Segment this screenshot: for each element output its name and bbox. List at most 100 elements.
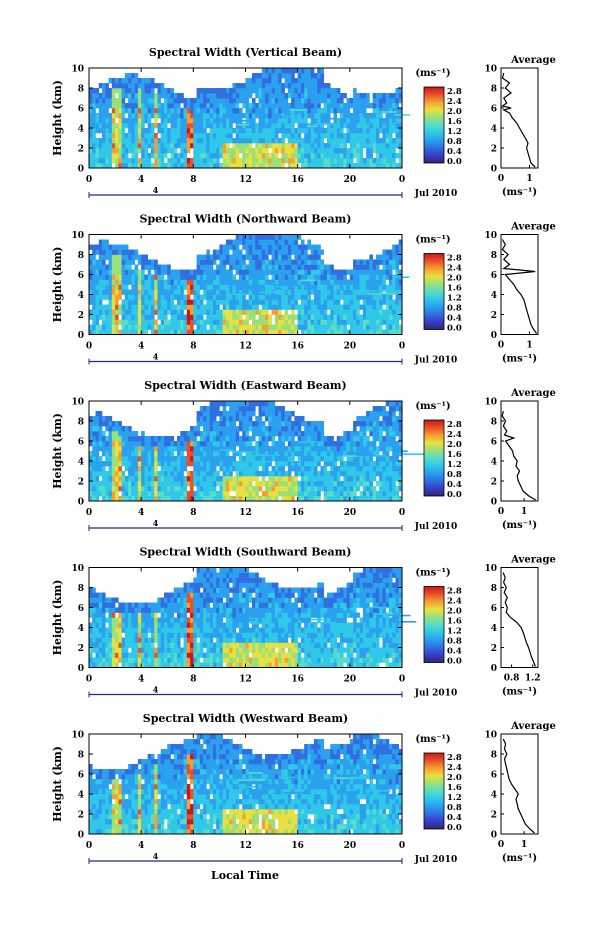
heatmap-cell (147, 319, 152, 325)
heatmap-cell (95, 647, 100, 653)
heatmap-cell (147, 279, 152, 285)
heatmap-cell (385, 264, 390, 270)
heatmap-cell (281, 254, 285, 260)
heatmap-cell (229, 244, 233, 250)
heatmap-cell (372, 421, 377, 427)
heatmap-cell (216, 471, 220, 477)
heatmap-cell (206, 416, 210, 422)
heatmap-cell (313, 324, 318, 330)
heatmap-cell (265, 234, 269, 240)
heatmap-cell (95, 446, 100, 452)
heatmap-cell (196, 411, 201, 417)
heatmap-cell (102, 123, 106, 129)
heatmap-cell (147, 113, 152, 119)
heatmap-cell (238, 406, 243, 412)
heatmap-cell (388, 436, 393, 442)
heatmap-cell (89, 289, 93, 295)
heatmap-cell (349, 289, 354, 295)
heatmap-cell (278, 411, 282, 417)
heatmap-cell (134, 163, 139, 169)
heatmap-cell (323, 153, 328, 159)
x-tick-label: 0 (399, 342, 405, 352)
heatmap-cell (317, 314, 321, 320)
heatmap-cell (199, 93, 204, 99)
heatmap-cell (385, 294, 390, 300)
heatmap-cell (271, 431, 276, 437)
heatmap-cell (170, 481, 175, 487)
heatmap-cell (163, 128, 168, 134)
heatmap-cell (245, 123, 250, 129)
heatmap-cell (382, 299, 386, 305)
heatmap-cell (261, 103, 266, 109)
heatmap-cell (369, 148, 373, 154)
heatmap-cell (327, 451, 331, 457)
heatmap-cell (92, 93, 96, 99)
heatmap-cell (291, 93, 295, 99)
heatmap-cell (268, 314, 272, 320)
heatmap-cell (98, 138, 103, 144)
heatmap-cell (392, 421, 396, 427)
heatmap-cell (144, 259, 148, 265)
heatmap-cell (225, 411, 230, 417)
heatmap-cell (245, 329, 250, 335)
heatmap-cell (92, 421, 96, 427)
heatmap-cell (216, 294, 220, 300)
heatmap-cell (353, 491, 357, 497)
heatmap-cell (238, 309, 243, 315)
heatmap-cell (260, 291, 288, 294)
heatmap-cell (369, 123, 373, 129)
heatmap-cell (382, 269, 386, 275)
heatmap-cell (278, 446, 282, 452)
x-tick-label: 12 (239, 508, 252, 518)
heatmap-cell (300, 88, 305, 94)
heatmap-cell (375, 491, 380, 497)
heatmap-cell (287, 486, 292, 492)
heatmap-cell (317, 108, 321, 114)
heatmap-cell (245, 148, 250, 154)
x-tick-label: 12 (239, 175, 252, 185)
heatmap-cell (307, 138, 312, 144)
heatmap-cell (128, 314, 132, 320)
heatmap-cell (216, 254, 220, 260)
heatmap-cell (330, 466, 334, 472)
heatmap-cell (95, 466, 100, 472)
heatmap-cell (199, 259, 204, 265)
heatmap-cell (219, 446, 223, 452)
heatmap-cell (121, 148, 126, 154)
avg-x-label: (ms⁻¹) (502, 520, 537, 531)
heatmap-cell (118, 476, 122, 482)
heatmap-cell (108, 93, 113, 99)
heatmap-cell (108, 279, 113, 285)
heatmap-cell (310, 244, 315, 250)
heatmap-cell (268, 138, 272, 144)
heatmap-cell (216, 289, 220, 295)
heatmap-cell (323, 486, 328, 492)
heatmap-cell (173, 93, 178, 99)
heatmap-cell (235, 436, 240, 442)
heatmap-cell (359, 481, 364, 487)
heatmap-cell (385, 118, 390, 124)
heatmap-cell (216, 446, 220, 452)
heatmap-cell (206, 481, 210, 487)
heatmap-cell (160, 299, 165, 305)
heatmap-cell (392, 276, 410, 278)
heatmap-cell (216, 123, 220, 129)
heatmap-cell (343, 299, 347, 305)
heatmap-cell (294, 486, 298, 492)
heatmap-cell (291, 289, 295, 295)
heatmap-cell (219, 319, 223, 325)
heatmap-cell (265, 158, 269, 164)
heatmap-cell (128, 451, 132, 457)
heatmap-cell (327, 274, 331, 280)
heatmap-cell (304, 319, 308, 325)
heatmap-cell (375, 314, 380, 320)
heatmap-cell (278, 491, 282, 497)
heatmap-cell (108, 249, 113, 255)
heatmap-cell (111, 329, 116, 335)
heatmap-cell (385, 103, 390, 109)
heatmap-cell (395, 118, 400, 124)
heatmap-cell (193, 158, 197, 164)
heatmap-cell (121, 249, 126, 255)
heatmap-cell (105, 471, 109, 477)
heatmap-cell (395, 416, 400, 422)
